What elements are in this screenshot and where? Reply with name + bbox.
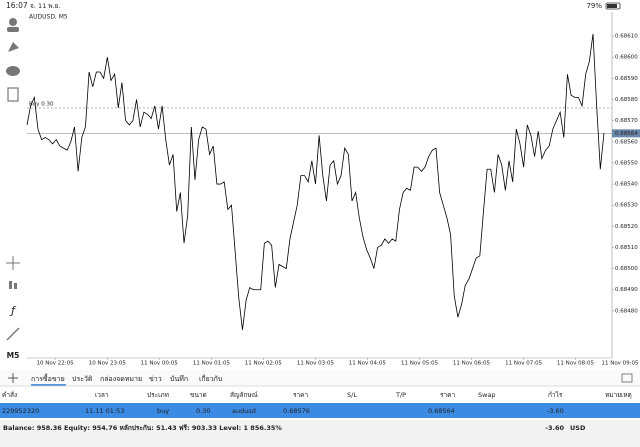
- trade-icon[interactable]: [8, 42, 19, 52]
- x-tick-label: 10 Nov 23:05: [89, 361, 127, 367]
- y-tick-label: 0.68480: [615, 308, 638, 314]
- account-icon-body: [7, 27, 19, 32]
- cell-open-price: 0.68576: [283, 407, 310, 415]
- cell-size: 0.30: [196, 407, 210, 415]
- column-header: ขนาด: [190, 391, 207, 399]
- column-header: เวลา: [95, 391, 109, 399]
- chat-icon[interactable]: [6, 66, 20, 76]
- x-tick-label: 11 Nov 03:05: [297, 361, 335, 367]
- footer-bar: [0, 420, 640, 447]
- column-header: S/L: [347, 391, 357, 399]
- column-header: Swap: [478, 391, 496, 399]
- y-tick-label: 0.68600: [615, 55, 638, 61]
- total-profit: -3.60: [545, 424, 564, 432]
- status-time: 16:07: [6, 1, 28, 10]
- status-date: จ. 11 พ.ย.: [30, 2, 61, 10]
- add-button[interactable]: [8, 373, 18, 383]
- x-tick-label: 11 Nov 08:05: [557, 361, 595, 367]
- column-header: คำสั่ง: [2, 390, 17, 399]
- candles-icon-2: [14, 283, 17, 289]
- x-tick-label: 11 Nov 01:05: [193, 361, 231, 367]
- account-summary: Balance: 958.36 Equity: 954.76 หลักประกั…: [3, 424, 282, 432]
- y-tick-label: 0.68570: [615, 118, 638, 124]
- indicator-icon[interactable]: ƒ: [9, 304, 17, 317]
- tab[interactable]: ข่าว: [149, 375, 162, 383]
- crosshair-icon[interactable]: [6, 256, 20, 270]
- cell-time: 11.11 01:53: [85, 407, 124, 415]
- column-header: กำไร: [548, 391, 563, 399]
- cell-price: 0.68564: [428, 407, 455, 415]
- toolbar: ƒ: [6, 18, 20, 341]
- x-tick-label: 11 Nov 00:05: [141, 361, 179, 367]
- candles-icon[interactable]: [9, 281, 12, 289]
- position-row[interactable]: [0, 403, 640, 418]
- y-tick-label: 0.68520: [615, 224, 638, 230]
- y-tick-label: 0.68490: [615, 287, 638, 293]
- timeframe-button[interactable]: M5: [7, 351, 20, 360]
- column-header: หมายเหตุ: [605, 391, 632, 399]
- battery-icon: [605, 2, 621, 10]
- cell-type: buy: [157, 407, 169, 415]
- cell-order: 229952320: [2, 407, 39, 415]
- chart-title: AUDUSD, M5: [29, 14, 68, 21]
- tab[interactable]: กล่องจดหมาย: [100, 375, 142, 383]
- tab[interactable]: บันทึก: [170, 374, 188, 383]
- x-tick-label: 10 Nov 22:05: [37, 361, 75, 367]
- price-line: [26, 33, 605, 330]
- tab-bar: [0, 370, 640, 386]
- tab[interactable]: ประวัติ: [72, 375, 93, 383]
- y-tick-label: 0.68590: [615, 76, 638, 82]
- currency: USD: [570, 424, 586, 432]
- account-icon[interactable]: [9, 18, 17, 26]
- battery-level: [607, 4, 617, 8]
- column-header: ประเภท: [147, 391, 169, 399]
- column-header: สัญลักษณ์: [230, 391, 258, 399]
- x-tick-label: 11 Nov 06:05: [453, 361, 491, 367]
- x-tick-label: 11 Nov 02:05: [245, 361, 283, 367]
- tabs: การซื้อขาย ประวัติ กล่องจดหมาย ข่าว บันทึก เก…: [31, 372, 222, 386]
- cell-symbol: audusd: [232, 407, 256, 415]
- y-tick-label: 0.68540: [615, 182, 638, 188]
- column-header: T/P: [395, 391, 406, 399]
- y-tick-label: 0.68610: [615, 34, 638, 40]
- y-tick-label: 0.68530: [615, 203, 638, 209]
- y-tick-label: 0.68510: [615, 245, 638, 251]
- x-tick-label: 11 Nov 04:05: [349, 361, 387, 367]
- y-tick-label: 0.68560: [615, 139, 638, 145]
- current-price-label: 0.68564: [615, 131, 638, 137]
- y-tick-label: 0.68580: [615, 97, 638, 103]
- chart: 0.68610 0.68600 0.68590 0.68580 0.68570 0.685…: [26, 12, 640, 367]
- y-tick-label: 0.68550: [615, 160, 638, 166]
- y-tick-label: 0.68500: [615, 266, 638, 272]
- new-order-icon[interactable]: [7, 87, 19, 102]
- draw-icon[interactable]: [6, 327, 20, 341]
- tab[interactable]: การซื้อขาย: [31, 372, 65, 383]
- tab[interactable]: เกี่ยวกับ: [199, 374, 222, 383]
- x-tick-label: 11 Nov 05:05: [401, 361, 439, 367]
- cell-profit: -3.60: [547, 407, 564, 415]
- column-header: ราคา: [440, 391, 455, 399]
- layout-button[interactable]: [621, 373, 633, 383]
- column-header: ราคา: [293, 391, 308, 399]
- current-price-box: [612, 129, 640, 138]
- status-battery: 79%: [586, 2, 602, 10]
- x-tick-label: 11 Nov 09:05: [601, 361, 639, 367]
- positions-table: คำสั่ง เวลา ประเภท ขนาด สัญลักษณ์ ราคา S/L T/P ร…: [0, 390, 640, 418]
- order-label: Buy 0.30: [29, 101, 54, 107]
- x-tick-label: 11 Nov 07:05: [505, 361, 543, 367]
